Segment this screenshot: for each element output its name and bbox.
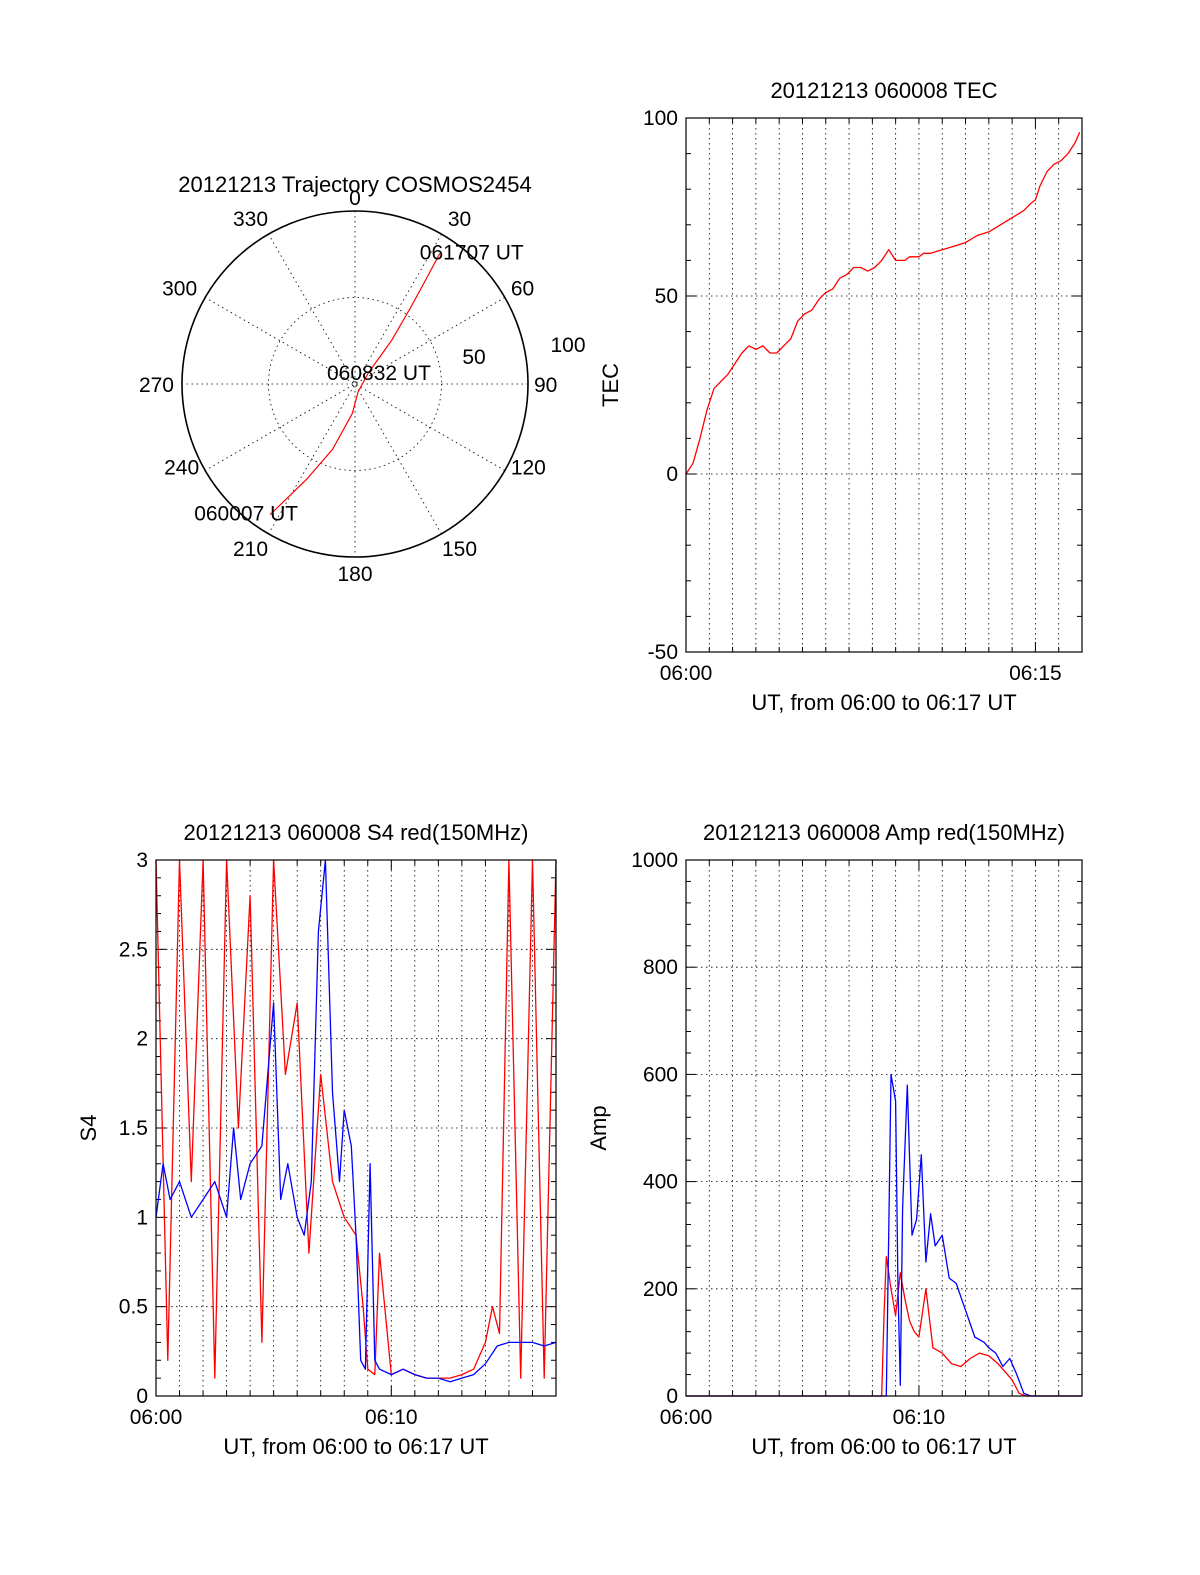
amp-title: 20121213 060008 Amp red(150MHz) — [703, 820, 1065, 845]
polar-trajectory — [269, 253, 441, 516]
amp-x-axis-label: UT, from 06:00 to 06:17 UT — [751, 1434, 1016, 1459]
s4-title: 20121213 060008 S4 red(150MHz) — [184, 820, 529, 845]
azimuth-label: 150 — [442, 538, 477, 561]
s4-xtick-label: 06:00 — [130, 1406, 183, 1429]
s4-y-axis-label: S4 — [76, 1115, 101, 1142]
azimuth-label: 60 — [511, 278, 534, 301]
tec-xtick-label: 06:00 — [660, 662, 713, 685]
tec-ytick-label: 50 — [655, 285, 678, 308]
tec-y-axis-label: TEC — [598, 363, 623, 407]
tec-title: 20121213 060008 TEC — [770, 78, 997, 103]
tec-x-axis-label: UT, from 06:00 to 06:17 UT — [751, 690, 1016, 715]
polar-annotations: 061707 UT 060832 UT 060007 UT — [194, 241, 524, 525]
amp-ytick-label: 400 — [643, 1171, 678, 1194]
s4-ytick-label: 3 — [136, 849, 148, 872]
polar-azimuth-labels: 0 30 60 90 120 150 180 210 240 270 300 330 50 100 — [139, 187, 586, 586]
tec-xtick-label: 06:15 — [1009, 662, 1062, 685]
azimuth-label: 330 — [233, 208, 268, 231]
tec-chart: -50 0 50 100 06:00 06:15 20121213 060008 TEC UT… — [598, 78, 1083, 715]
time-annotation: 060832 UT — [327, 362, 431, 385]
s4-ytick-label: 0 — [136, 1385, 148, 1408]
amp-ytick-label: 0 — [666, 1385, 678, 1408]
tec-ytick-label: 100 — [643, 107, 678, 130]
amp-ytick-label: 1000 — [631, 849, 678, 872]
amp-xtick-label: 06:00 — [660, 1406, 713, 1429]
azimuth-label: 240 — [164, 457, 199, 480]
s4-xtick-label: 06:10 — [365, 1406, 418, 1429]
tec-ytick-label: 0 — [666, 463, 678, 486]
azimuth-label: 270 — [139, 374, 174, 397]
amp-ytick-label: 200 — [643, 1278, 678, 1301]
s4-plot-frame — [155, 859, 557, 1397]
time-annotation: 061707 UT — [420, 241, 524, 264]
s4-ytick-label: 1 — [136, 1206, 148, 1229]
azimuth-label: 120 — [511, 457, 546, 480]
amp-plot-frame — [685, 859, 1083, 1397]
tec-plot-frame — [685, 117, 1083, 653]
s4-ytick-label: 2.5 — [119, 938, 148, 961]
amp-chart: 0 200 400 600 800 1000 06:00 06:10 20121213 0600… — [586, 820, 1083, 1459]
s4-ytick-label: 2 — [136, 1028, 148, 1051]
s4-x-axis-label: UT, from 06:00 to 06:17 UT — [223, 1434, 488, 1459]
polar-title: 20121213 Trajectory COSMOS2454 — [178, 172, 531, 197]
azimuth-label: 90 — [534, 374, 557, 397]
amp-ytick-label: 800 — [643, 956, 678, 979]
tec-ytick-label: -50 — [648, 641, 678, 664]
s4-series-line — [155, 859, 557, 1379]
polar-grid — [181, 210, 529, 558]
azimuth-label: 180 — [337, 563, 372, 586]
tec-series-line — [685, 131, 1081, 475]
amp-series-line — [686, 1255, 1082, 1397]
amp-ytick-label: 600 — [643, 1063, 678, 1086]
azimuth-label: 210 — [233, 538, 268, 561]
s4-series-line — [155, 859, 557, 1383]
time-annotation: 060007 UT — [194, 503, 298, 526]
azimuth-label: 0 — [349, 187, 361, 210]
s4-ytick-label: 1.5 — [119, 1117, 148, 1140]
s4-chart: 0 0.5 1 1.5 2 2.5 3 06:00 06:10 20121213 060008 S… — [76, 820, 557, 1459]
azimuth-label: 300 — [162, 278, 197, 301]
trajectory-polar-plot: 20121213 Trajectory COSMOS2454 0 30 60 90 12… — [139, 172, 586, 586]
trajectory-line — [269, 253, 441, 516]
azimuth-label: 30 — [448, 208, 471, 231]
amp-y-axis-label: Amp — [586, 1105, 611, 1150]
amp-xtick-label: 06:10 — [893, 1406, 946, 1429]
s4-ytick-label: 0.5 — [119, 1296, 148, 1319]
radial-label: 100 — [550, 334, 585, 357]
amp-series-line — [686, 1073, 1082, 1397]
radial-label: 50 — [462, 346, 485, 369]
